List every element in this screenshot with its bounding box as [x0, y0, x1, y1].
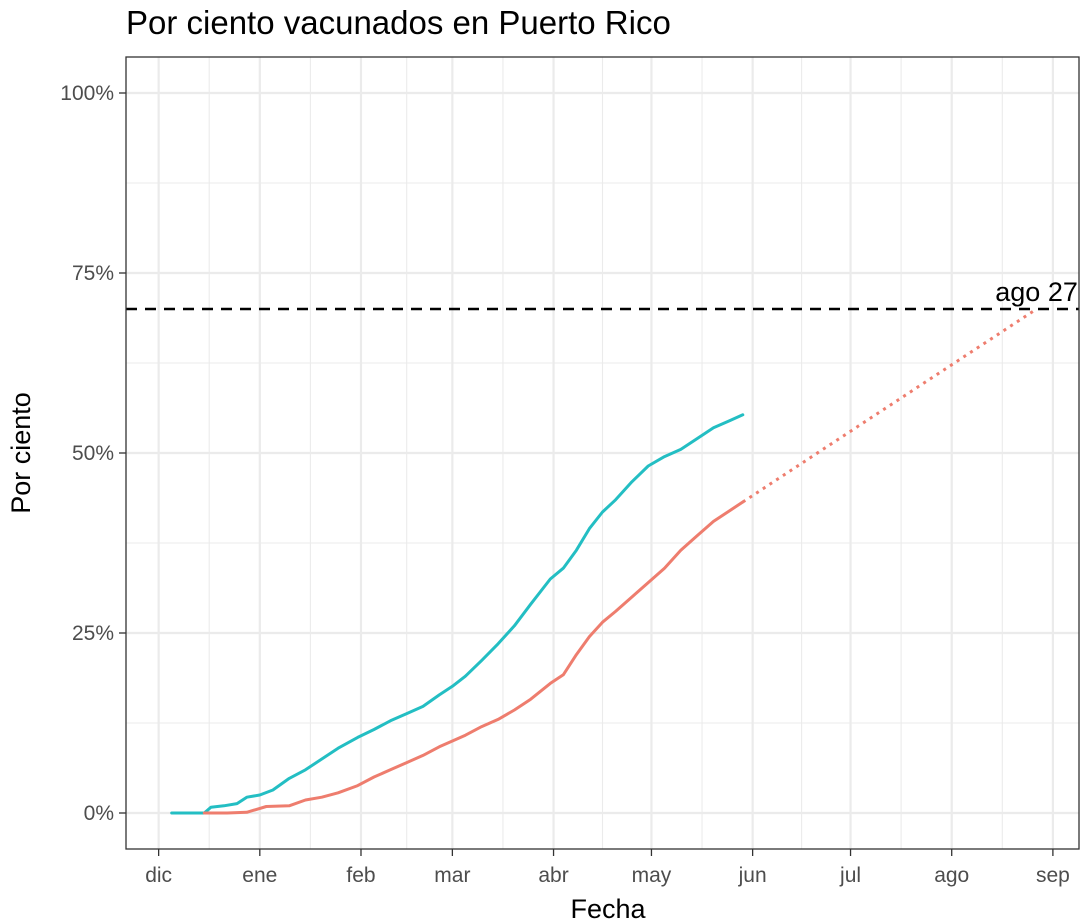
projection-line [741, 307, 1038, 504]
x-tick-label: feb [346, 864, 375, 887]
chart-title: Por ciento vacunados en Puerto Rico [126, 4, 671, 41]
y-axis: 0% 25% 50% 75% 100% [60, 82, 126, 825]
y-tick-label: 75% [72, 262, 114, 285]
x-tick-label: jul [839, 864, 861, 887]
y-tick-label: 100% [60, 82, 114, 105]
y-tick-label: 50% [72, 442, 114, 465]
x-tick-label: ago [934, 864, 969, 887]
x-tick-label: mar [434, 864, 470, 887]
x-tick-label: dic [145, 864, 172, 887]
x-tick-label: sep [1036, 864, 1070, 887]
annotation-label: ago 27 [995, 277, 1078, 307]
x-tick-label: jun [738, 864, 767, 887]
major-gridlines [126, 57, 1079, 849]
y-tick-label: 0% [84, 802, 114, 825]
y-axis-title: Por ciento [6, 392, 36, 514]
x-tick-label: may [632, 864, 672, 887]
series-layer [170, 307, 1038, 815]
x-axis: dic ene feb mar abr may jun jul ago sep [145, 849, 1070, 887]
x-tick-label: ene [242, 864, 277, 887]
x-axis-title: Fecha [570, 894, 646, 923]
y-tick-label: 25% [72, 622, 114, 645]
series-line [170, 413, 745, 815]
series-line [202, 500, 745, 815]
x-tick-label: abr [538, 864, 568, 887]
